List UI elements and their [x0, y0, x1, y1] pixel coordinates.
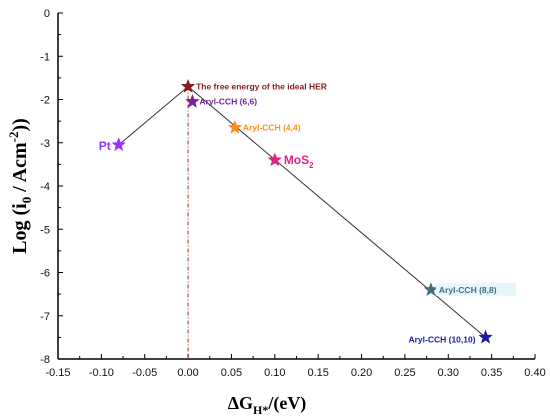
- x-axis-title-main: ΔG: [228, 393, 253, 413]
- axes: -0.15 -0.10 -0.05 0.00 0.05 0.10 0.15 0.20 0.25 0…: [40, 8, 545, 379]
- x-tick-label: 0.00: [177, 367, 198, 379]
- volcano-line: [118, 85, 486, 338]
- x-tick-label: 0.35: [481, 367, 502, 379]
- x-tick-label: 0.05: [221, 367, 242, 379]
- y-axis-title-sup: -2: [6, 131, 21, 142]
- x-tick-label: 0.40: [524, 367, 545, 379]
- label-highlight: [435, 282, 517, 296]
- star-marker: [267, 152, 283, 167]
- y-axis-title-mid: / Acm: [9, 142, 31, 197]
- x-tick-label: -0.05: [132, 367, 157, 379]
- y-tick-label: -5: [40, 224, 50, 236]
- star-marker: [227, 119, 243, 134]
- data-label: The free energy of the ideal HER: [196, 82, 327, 92]
- y-axis-title-main: Log (i: [9, 203, 31, 254]
- y-tick-label: -2: [40, 95, 50, 107]
- x-tick-label: -0.15: [45, 367, 70, 379]
- x-tick-label: 0.30: [438, 367, 459, 379]
- data-markers: [111, 78, 493, 344]
- data-label: Aryl-CCH (8,8): [439, 285, 497, 295]
- x-axis-title-rest: /(eV): [267, 393, 306, 414]
- y-axis-title-rest: )): [9, 118, 31, 131]
- x-axis-title: ΔGH*/(eV): [228, 393, 307, 417]
- y-tick-label: -7: [40, 311, 50, 323]
- x-tick-label: 0.10: [264, 367, 285, 379]
- data-labels: Pt The free energy of the ideal HER Aryl-C…: [99, 82, 517, 344]
- x-tick-label: 0.25: [394, 367, 415, 379]
- y-tick-label: 0: [44, 8, 50, 20]
- data-label: MoS2: [284, 153, 314, 170]
- data-lines: [118, 85, 486, 359]
- star-marker: [185, 93, 200, 108]
- x-tick-label: -0.10: [89, 367, 114, 379]
- data-label: Aryl-CCH (6,6): [199, 97, 257, 107]
- data-label: Aryl-CCH (4,4): [243, 123, 301, 133]
- data-label: Aryl-CCH (10,10): [408, 334, 475, 344]
- y-tick-label: -1: [40, 51, 50, 63]
- star-marker: [478, 329, 493, 344]
- y-axis-title: Log (i0 / Acm-2)): [6, 118, 34, 254]
- y-axis-title-sub: 0: [19, 197, 34, 204]
- x-tick-label: 0.20: [351, 367, 372, 379]
- y-tick-label: -3: [40, 138, 50, 150]
- star-marker: [423, 282, 439, 297]
- x-axis-title-sub: H*: [253, 403, 268, 417]
- y-tick-label: -4: [40, 181, 50, 193]
- y-tick-label: -6: [40, 268, 50, 280]
- star-marker: [180, 78, 196, 93]
- data-label: Pt: [99, 139, 111, 153]
- star-marker: [111, 137, 127, 152]
- y-tick-label: -8: [40, 354, 50, 366]
- x-tick-label: 0.15: [307, 367, 328, 379]
